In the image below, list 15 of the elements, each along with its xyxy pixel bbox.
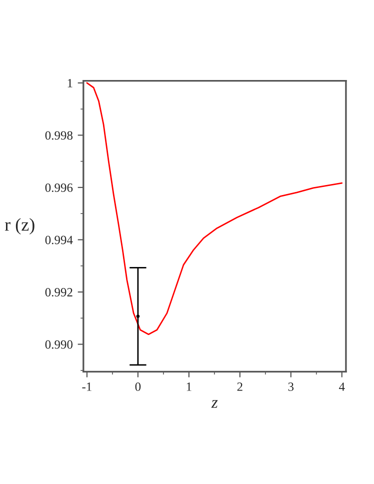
- x-tick-label: 3: [288, 382, 294, 391]
- y-tick-label: 0.994: [45, 236, 73, 244]
- line-series: [86, 82, 343, 336]
- y-tick-label: 0.990: [45, 340, 73, 349]
- x-tick-label: 0: [135, 382, 141, 391]
- y-tick-label: 0.992: [45, 288, 72, 297]
- x-tick-label: -1: [82, 382, 92, 391]
- y-tick-label: 0.996: [45, 183, 73, 192]
- x-tick-label: 4: [338, 382, 345, 391]
- y-tick-label: 1: [68, 79, 72, 88]
- x-axis-title: z: [211, 400, 218, 408]
- x-tick-label: 1: [186, 382, 192, 391]
- y-axis-title: r (z): [4, 218, 34, 234]
- y-tick-label: 0.998: [45, 131, 73, 140]
- x-tick-label: 2: [237, 382, 242, 391]
